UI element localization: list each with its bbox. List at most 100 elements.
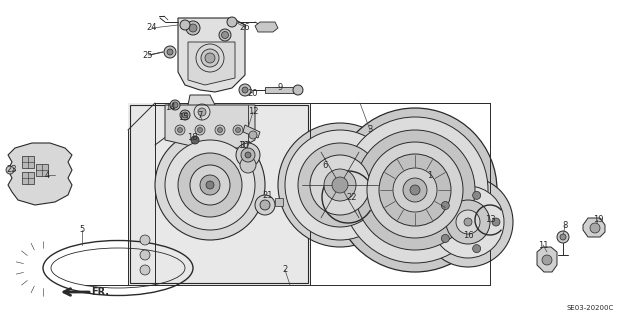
Circle shape [6, 166, 14, 174]
Circle shape [236, 128, 241, 132]
Polygon shape [265, 87, 295, 93]
Text: 22: 22 [347, 192, 357, 202]
Text: 24: 24 [147, 24, 157, 33]
Text: 10: 10 [237, 140, 248, 150]
Text: 20: 20 [248, 88, 259, 98]
Circle shape [170, 100, 180, 110]
Circle shape [155, 130, 265, 240]
Circle shape [410, 185, 420, 195]
Circle shape [557, 231, 569, 243]
Circle shape [255, 195, 275, 215]
Circle shape [492, 218, 500, 226]
Circle shape [464, 218, 472, 226]
Text: 5: 5 [79, 226, 84, 234]
Bar [36, 164, 48, 176]
Circle shape [242, 87, 248, 93]
Circle shape [186, 21, 200, 35]
Circle shape [221, 32, 228, 39]
Text: 9: 9 [277, 83, 283, 92]
Text: 19: 19 [593, 216, 604, 225]
Circle shape [189, 24, 197, 32]
Circle shape [332, 177, 348, 193]
Circle shape [473, 191, 481, 199]
Text: 1: 1 [428, 170, 433, 180]
Circle shape [293, 85, 303, 95]
Bar [22, 172, 34, 184]
Circle shape [198, 108, 206, 116]
Circle shape [200, 175, 220, 195]
Circle shape [190, 165, 230, 205]
Polygon shape [583, 218, 605, 237]
Circle shape [355, 130, 475, 250]
Circle shape [215, 125, 225, 135]
Circle shape [206, 181, 214, 189]
Circle shape [240, 157, 256, 173]
Circle shape [285, 130, 395, 240]
Bar [22, 156, 34, 168]
Circle shape [473, 245, 481, 253]
Bar [128, 103, 310, 285]
Circle shape [446, 200, 490, 244]
Circle shape [432, 186, 504, 258]
Circle shape [260, 200, 270, 210]
Circle shape [167, 49, 173, 55]
Circle shape [180, 20, 190, 30]
Text: 11: 11 [538, 241, 548, 249]
Circle shape [164, 46, 176, 58]
Circle shape [367, 142, 463, 238]
Text: 21: 21 [263, 190, 273, 199]
Circle shape [590, 223, 600, 233]
Circle shape [140, 250, 150, 260]
Circle shape [178, 153, 242, 217]
Text: FR.: FR. [91, 287, 109, 297]
Text: 23: 23 [6, 166, 17, 174]
Circle shape [205, 53, 215, 63]
Text: 7: 7 [197, 110, 203, 120]
Circle shape [456, 210, 480, 234]
Circle shape [239, 84, 251, 96]
Circle shape [442, 202, 449, 210]
Circle shape [310, 155, 370, 215]
Circle shape [140, 265, 150, 275]
Circle shape [560, 234, 566, 240]
Polygon shape [188, 95, 215, 130]
Circle shape [227, 17, 237, 27]
Text: 3: 3 [367, 125, 372, 135]
Circle shape [241, 148, 255, 162]
Circle shape [298, 143, 382, 227]
Text: 16: 16 [463, 231, 474, 240]
Text: SE03-20200C: SE03-20200C [566, 305, 614, 311]
Polygon shape [243, 125, 260, 138]
Text: 12: 12 [248, 108, 259, 116]
Text: 14: 14 [164, 103, 175, 113]
Circle shape [177, 128, 182, 132]
Circle shape [172, 102, 178, 108]
Circle shape [342, 117, 488, 263]
Text: 2: 2 [282, 265, 287, 275]
Circle shape [182, 112, 188, 118]
Circle shape [236, 143, 260, 167]
Circle shape [191, 136, 199, 144]
Circle shape [218, 128, 223, 132]
Circle shape [379, 154, 451, 226]
Polygon shape [255, 22, 278, 32]
Polygon shape [8, 143, 72, 205]
Circle shape [324, 169, 356, 201]
Polygon shape [537, 247, 557, 272]
Circle shape [542, 255, 552, 265]
Circle shape [140, 235, 150, 245]
Circle shape [278, 123, 402, 247]
Circle shape [442, 234, 449, 242]
Circle shape [219, 29, 231, 41]
Circle shape [393, 168, 437, 212]
Circle shape [180, 110, 190, 120]
Text: 17: 17 [240, 140, 250, 150]
Circle shape [403, 178, 427, 202]
Text: 15: 15 [178, 114, 188, 122]
Text: 25: 25 [143, 50, 153, 60]
Circle shape [195, 125, 205, 135]
Text: 4: 4 [44, 170, 50, 180]
Text: 6: 6 [323, 160, 328, 169]
Text: 26: 26 [240, 23, 250, 32]
Circle shape [198, 128, 202, 132]
